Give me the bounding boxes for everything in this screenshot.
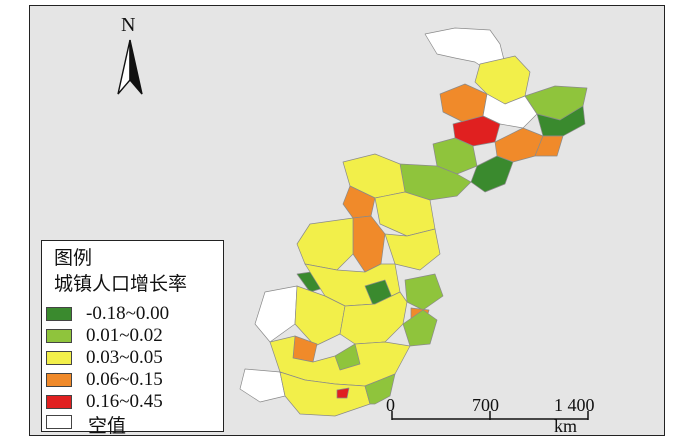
legend-label: 0.16~0.45 xyxy=(86,391,163,412)
region-ne-orange-east xyxy=(534,135,564,157)
legend-subtitle: 城镇人口增长率 xyxy=(54,273,188,295)
legend-item: 0.06~0.15 xyxy=(46,369,221,391)
legend-label: 0.01~0.02 xyxy=(86,325,163,346)
legend-swatch xyxy=(46,373,72,387)
region-ne-darkgreen-south xyxy=(470,155,514,193)
region-central-yellow-west xyxy=(296,217,354,271)
scale-label-0: 0 xyxy=(386,395,395,415)
legend-label: 0.03~0.05 xyxy=(86,347,163,368)
region-central-yellow-1 xyxy=(374,191,436,237)
legend-title: 图例 xyxy=(54,247,93,269)
region-south-empty-west xyxy=(254,285,298,343)
region-central-green-coast xyxy=(404,273,444,311)
region-south-empty-southwest xyxy=(239,368,286,403)
legend-swatch xyxy=(46,329,72,343)
region-south-green-1 xyxy=(334,343,361,371)
legend-item: 空值 xyxy=(46,413,221,437)
legend-item: 0.03~0.05 xyxy=(46,347,221,369)
region-south-green-coast xyxy=(402,309,438,347)
north-arrow-icon xyxy=(117,39,143,95)
choropleth-map xyxy=(239,27,588,417)
legend-item: 0.16~0.45 xyxy=(46,391,221,413)
legend-swatch xyxy=(46,395,72,409)
scale-label-1400: 1 400 km xyxy=(554,395,595,436)
scale-label-700: 700 xyxy=(472,395,499,415)
legend-label: -0.18~0.00 xyxy=(86,303,170,324)
legend-label: 0.06~0.15 xyxy=(86,369,163,390)
scale-bar: 0 700 1 400 km xyxy=(380,395,620,436)
north-label: N xyxy=(121,14,136,36)
region-south-green-tip xyxy=(364,373,396,405)
legend-swatch xyxy=(46,307,72,321)
region-central-yellow-east xyxy=(384,228,441,271)
legend-swatch xyxy=(46,415,72,429)
legend-label: 空值 xyxy=(88,415,127,437)
region-ne-orange-center xyxy=(494,127,544,163)
region-south-red-tip xyxy=(336,387,350,399)
scale-bar-graphic xyxy=(391,411,589,420)
legend: 图例 城镇人口增长率 -0.18~0.00 0.01~0.02 0.03~0.0… xyxy=(41,240,224,437)
region-ne-orange-west xyxy=(439,83,488,123)
legend-item: 0.01~0.02 xyxy=(46,325,221,347)
legend-swatch xyxy=(46,351,72,365)
legend-item: -0.18~0.00 xyxy=(46,303,221,325)
